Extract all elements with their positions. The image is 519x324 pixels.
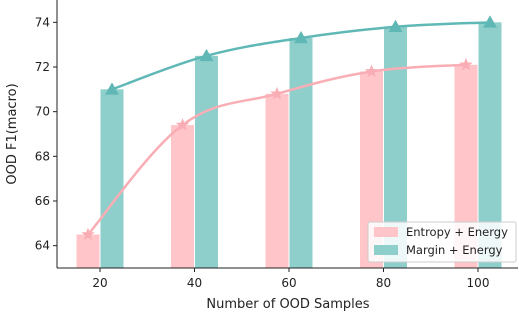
marker-entropy-60 xyxy=(270,86,284,100)
x-tick-label-20: 20 xyxy=(92,276,107,290)
marker-entropy-100 xyxy=(459,57,473,71)
marker-entropy-20 xyxy=(81,227,95,241)
bar-margin-80 xyxy=(384,26,407,268)
legend-label-entropy: Entropy + Energy xyxy=(406,225,508,239)
legend-swatch-entropy xyxy=(374,227,398,237)
bar-entropy-100 xyxy=(454,64,478,269)
x-tick-label-80: 80 xyxy=(376,276,391,290)
legend-label-margin: Margin + Energy xyxy=(406,243,503,257)
marker-margin-60 xyxy=(294,30,308,44)
marker-margin-40 xyxy=(199,48,214,62)
axes-layer: 64 66 68 70 72 74 20 40 60 80 100 xyxy=(35,0,518,290)
x-tick-label-100: 100 xyxy=(467,276,490,290)
marker-margin-100 xyxy=(483,15,497,28)
y-axis-label: OOD F1(macro) xyxy=(5,83,20,184)
bar-entropy-60 xyxy=(265,93,289,268)
y-tick-label-66: 66 xyxy=(35,194,50,208)
y-tick-label-72: 72 xyxy=(35,60,50,74)
bars-layer xyxy=(76,22,502,269)
legend-swatch-margin xyxy=(374,245,398,255)
x-axis-label: Number of OOD Samples xyxy=(206,297,369,312)
legend-frame xyxy=(367,221,517,263)
marker-margin-80 xyxy=(388,19,403,33)
legend: Entropy + Energy Margin + Energy xyxy=(367,221,517,263)
x-tick-label-40: 40 xyxy=(187,276,202,290)
bar-margin-60 xyxy=(289,37,313,268)
y-tick-label-74: 74 xyxy=(35,15,50,29)
bar-margin-20 xyxy=(100,89,124,268)
marker-entropy-40 xyxy=(175,118,190,131)
bar-entropy-40 xyxy=(171,125,194,268)
marker-entropy-80 xyxy=(364,64,379,78)
lines-layer xyxy=(81,15,497,241)
marker-margin-20 xyxy=(105,82,119,95)
line-entropy xyxy=(87,63,467,236)
y-tick-label-64: 64 xyxy=(35,239,50,253)
y-tick-label-68: 68 xyxy=(35,149,50,163)
bar-entropy-20 xyxy=(76,234,100,268)
bar-margin-40 xyxy=(195,55,218,269)
bar-margin-100 xyxy=(478,22,502,269)
y-tick-label-70: 70 xyxy=(35,105,50,119)
x-tick-label-60: 60 xyxy=(281,276,296,290)
bar-entropy-80 xyxy=(360,71,383,268)
